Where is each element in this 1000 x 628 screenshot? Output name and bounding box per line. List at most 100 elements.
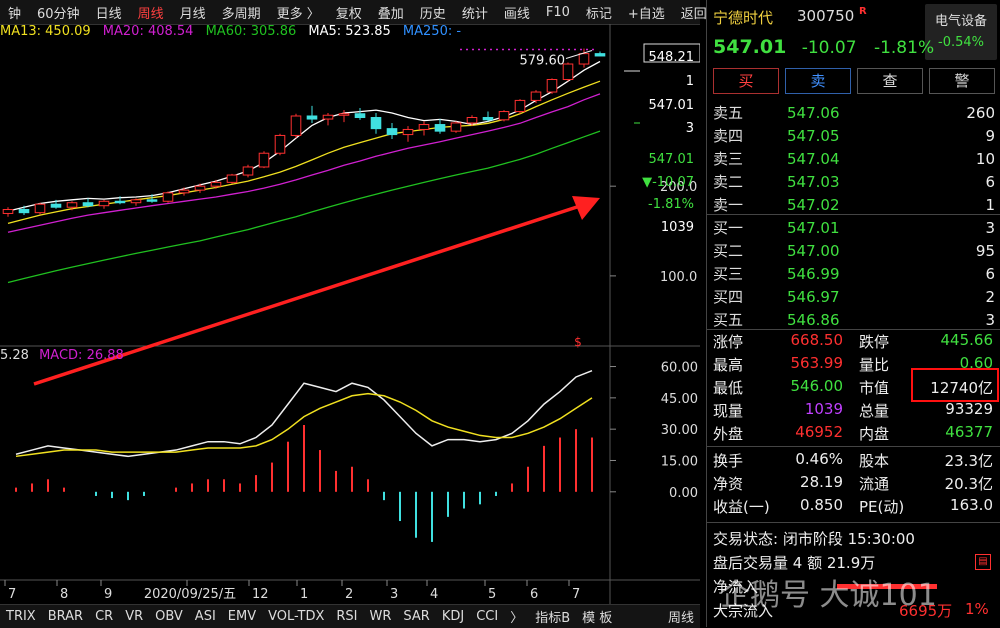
price-axis-label: 547.01: [649, 152, 695, 167]
indicator-bar: TRIX BRAR CR VR OBV ASI EMV VOL-TDX RSI WR SAR KDJ C…: [0, 604, 700, 628]
period-tab-13[interactable]: 标记: [585, 6, 612, 22]
stat-tot-label: 总量: [859, 402, 890, 420]
indicator-tab-2[interactable]: CR: [95, 609, 114, 624]
period-tab-12[interactable]: F10: [545, 4, 570, 20]
watermark: 企鹅号 大诚101: [720, 578, 937, 613]
stat-np-value: 46377: [945, 423, 993, 441]
alert-button[interactable]: 警: [929, 68, 995, 94]
candle-body: [370, 117, 382, 130]
indicator-tab-15[interactable]: 模 板: [582, 611, 613, 626]
candle-body: [258, 152, 270, 168]
indicator-tab-11[interactable]: KDJ: [441, 609, 465, 624]
indicator-tab-13[interactable]: 〉: [510, 611, 524, 626]
candle-body: [82, 202, 94, 207]
sector-box[interactable]: 电气设备 -0.54%: [925, 4, 997, 60]
sell-button[interactable]: 卖: [785, 68, 851, 94]
stock-code: 300750: [797, 7, 855, 25]
price-tick-label: 200.0: [660, 180, 697, 195]
stat-mv-value: 12740亿: [930, 379, 993, 397]
orderbook-volume: 1: [985, 195, 995, 214]
stat-dt-value: 445.66: [940, 331, 994, 349]
period-tab-7[interactable]: 复权: [335, 6, 362, 22]
price-tick-label: 100.0: [660, 270, 697, 285]
orderbook-volume: 95: [975, 241, 995, 260]
period-tab-11[interactable]: 画线: [503, 6, 530, 22]
price-pct: -1.81%: [873, 38, 935, 58]
period-tab-15[interactable]: 返回: [680, 6, 707, 22]
indicator-tab-0[interactable]: TRIX: [6, 609, 36, 624]
stat-sy-label: 收益(一): [713, 498, 770, 516]
orderbook-volume: 260: [966, 103, 995, 122]
indicator-tab-4[interactable]: OBV: [155, 609, 183, 624]
kline-chart[interactable]: 200.0 100.0 548.21 1 547.01 3 547.01 ▼-10.07 -1.…: [0, 24, 700, 604]
candle-body: [562, 63, 574, 81]
orderbook-row[interactable]: 买四 546.97 2: [713, 285, 995, 308]
candle-body: [530, 91, 542, 101]
orderbook-row[interactable]: 买五 546.86 3: [713, 308, 995, 331]
orderbook-price: 547.05: [787, 126, 840, 145]
trade-status: 交易状态: 闭市阶段 15:30:00: [713, 530, 915, 548]
orderbook-row[interactable]: 买二 547.00 95: [713, 239, 995, 262]
period-toolbar: 钟 60分钟 日线 周线 月线 多周期 更多 〉复权 叠加 历史 统计 画线 F10 标记 +自选 返回: [0, 0, 707, 25]
indicator-tab-5[interactable]: ASI: [194, 609, 216, 624]
period-tab-4[interactable]: 月线: [179, 6, 206, 22]
macd-tick-label: 0.00: [669, 486, 698, 501]
quote-panel: 宁德时代 300750 R 电气设备 -0.54% 547.01 -10.07 …: [706, 0, 1000, 627]
sector-change: -0.54%: [938, 35, 984, 50]
candle-body: [210, 181, 222, 187]
buy-button[interactable]: 买: [713, 68, 779, 94]
period-tab-1[interactable]: 60分钟: [37, 6, 80, 22]
price-axis-label: ▼-10.07: [642, 175, 694, 190]
orderbook-row[interactable]: 买一 547.01 3: [713, 216, 995, 239]
orderbook-row[interactable]: 卖一 547.02 1: [713, 193, 995, 216]
price-axis-label: 547.01: [649, 98, 695, 113]
period-tab-3[interactable]: 周线: [137, 6, 164, 22]
indicator-tab-6[interactable]: EMV: [227, 609, 257, 624]
orderbook-row[interactable]: 卖二 547.03 6: [713, 170, 995, 193]
candle-body: [498, 111, 510, 121]
stat-hs-label: 换手: [713, 452, 744, 470]
doc-icon[interactable]: ▤: [975, 554, 991, 570]
macd-tick-label: 60.00: [661, 361, 698, 376]
peak-label: 579.60: [520, 53, 566, 68]
price-axis-label: 1039: [661, 220, 694, 235]
indicator-tab-8[interactable]: RSI: [336, 609, 358, 624]
indicator-tab-10[interactable]: SAR: [403, 609, 430, 624]
orderbook-level: 买一: [713, 219, 744, 237]
ma-legend: MA13: 450.09 MA20: 408.54 MA60: 305.86 M…: [0, 24, 700, 44]
period-tab-8[interactable]: 叠加: [377, 6, 404, 22]
indicator-tab-9[interactable]: WR: [369, 609, 392, 624]
indicator-tab-7[interactable]: VOL-TDX: [268, 609, 325, 624]
ma20-label: MA20: 408.54: [102, 24, 194, 39]
period-tab-5[interactable]: 多周期: [221, 6, 261, 22]
period-tab-10[interactable]: 统计: [461, 6, 488, 22]
candle-body: [482, 117, 494, 121]
query-button[interactable]: 查: [857, 68, 923, 94]
candle-body: [162, 192, 174, 202]
period-tab-2[interactable]: 日线: [95, 6, 122, 22]
orderbook-row[interactable]: 卖四 547.05 9: [713, 124, 995, 147]
ma250-label: MA250: -: [402, 24, 462, 39]
price-axis-label: 3: [686, 121, 694, 136]
indicator-tab-3[interactable]: VR: [125, 609, 144, 624]
period-tab-0[interactable]: 钟: [8, 6, 22, 22]
indicator-tab-1[interactable]: BRAR: [47, 609, 84, 624]
candle-body: [18, 209, 30, 214]
ma5-label: MA5: 523.85: [308, 24, 391, 39]
sector-name: 电气设备: [934, 14, 987, 29]
period-tab-9[interactable]: 历史: [419, 6, 446, 22]
period-tab-6[interactable]: 更多 〉: [276, 6, 320, 22]
orderbook-row[interactable]: 卖三 547.04 10: [713, 147, 995, 170]
orderbook-row[interactable]: 买三 546.99 6: [713, 262, 995, 285]
ma-line-ma20: [7, 93, 601, 233]
price-axis-label: 548.21: [649, 50, 695, 65]
macd-tick-label: 15.00: [661, 454, 698, 469]
candle-body: [354, 113, 366, 119]
orderbook-row[interactable]: 卖五 547.06 260: [713, 101, 995, 124]
candle-body: [386, 128, 398, 136]
period-tab-14[interactable]: +自选: [627, 6, 665, 22]
indicator-tab-14[interactable]: 指标B: [535, 611, 571, 626]
indicator-tab-12[interactable]: CCI: [476, 609, 499, 624]
stat-zt-label: 涨停: [713, 333, 744, 351]
orderbook-volume: 6: [985, 172, 995, 191]
